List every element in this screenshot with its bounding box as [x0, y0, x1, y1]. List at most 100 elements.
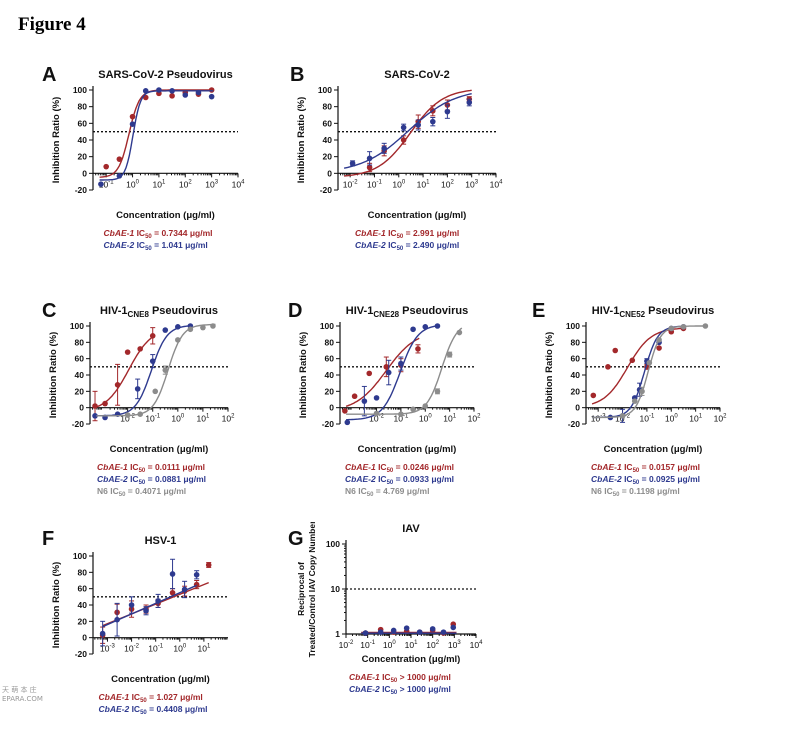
y-tick-label: 60	[78, 584, 88, 594]
data-point	[114, 616, 120, 623]
x-tick-exponent: 0	[392, 640, 396, 646]
series-name: CbAE-2	[355, 240, 386, 250]
panel-g: G IAV 1 10 100 10-2 10-1 100 101 102 103 104 Concen…	[286, 520, 548, 732]
figure-title: Figure 4	[18, 14, 86, 35]
x-tick-exponent: 0	[402, 179, 406, 185]
panel-letter: B	[290, 64, 305, 86]
data-point	[149, 333, 156, 339]
data-point	[390, 627, 397, 634]
x-tick-exponent: -1	[370, 640, 376, 646]
data-point	[169, 571, 176, 577]
x-tick-label: 10-1	[145, 414, 160, 424]
x-tick-base: 10	[153, 179, 163, 189]
ic50-subscript: 50	[633, 480, 640, 486]
data-point	[619, 413, 626, 419]
ic50-value: 0.0246 μg/ml	[403, 462, 454, 472]
ic50-equals: =	[152, 228, 162, 238]
ic50-label: IC	[622, 462, 633, 472]
panel-b: B SARS-CoV-2 -20 0 20 40 60 80 100 10-2 10-1 100 10…	[286, 58, 548, 286]
ic50-subscript: 50	[613, 492, 620, 498]
data-point	[639, 388, 645, 395]
y-tick-label: 80	[571, 337, 581, 347]
x-axis-label: Concentration (μg/ml)	[368, 210, 467, 221]
panel-c: C HIV-1CNE8 Pseudovirus -20 0 20 40 60 80 100 10…	[38, 292, 300, 507]
x-tick-exponent: -1	[108, 179, 114, 185]
x-tick-base: 10	[222, 414, 232, 424]
data-point	[429, 626, 436, 632]
chart-title-sub: CNE28	[373, 310, 399, 319]
data-point	[116, 173, 123, 179]
x-tick-base: 10	[339, 640, 349, 650]
x-tick-label: 102	[468, 414, 481, 424]
y-tick-label: -20	[75, 185, 88, 195]
x-tick-exponent: 2	[188, 179, 192, 185]
x-tick-exponent: 4	[499, 179, 503, 185]
ic50-legend-entry: CbAE-2 IC50 = 2.490 μg/ml	[355, 240, 459, 252]
x-tick-label: 10-2	[615, 414, 630, 424]
x-tick-exponent: -1	[649, 414, 655, 420]
ic50-legend-entry: CbAE-1 IC50 = 0.0157 μg/ml	[591, 462, 700, 474]
x-tick-exponent: 4	[479, 640, 483, 646]
x-tick-label: 100	[383, 640, 396, 650]
ic50-value: 0.0925 μg/ml	[649, 474, 700, 484]
ic50-label: IC	[356, 486, 367, 496]
x-tick-label: 10-1	[640, 414, 655, 424]
data-point	[430, 118, 436, 125]
watermark-line: EPARA.COM	[2, 695, 43, 703]
data-point	[116, 156, 123, 162]
x-tick-base: 10	[591, 414, 601, 424]
y-tick-label: 0	[329, 403, 334, 413]
ic50-legend-entry: CbAE-2 IC50 = 1.041 μg/ml	[104, 240, 208, 252]
panel-letter: G	[288, 528, 304, 550]
x-tick-exponent: -3	[110, 644, 116, 650]
x-tick-label: 100	[171, 414, 184, 424]
y-tick-label: 60	[325, 354, 335, 364]
ic50-value: 4.769 μg/ml	[383, 486, 429, 496]
y-tick-label: 60	[75, 354, 85, 364]
x-tick-base: 10	[126, 179, 136, 189]
data-point	[169, 88, 175, 94]
ic50-legend-entry: CbAE-2 IC50 = 0.4408 μg/ml	[99, 704, 208, 716]
x-tick-exponent: -2	[134, 644, 140, 650]
x-tick-base: 10	[367, 179, 377, 189]
data-point	[342, 408, 348, 414]
y-tick-label: 40	[78, 600, 88, 610]
data-point	[410, 326, 416, 333]
data-point	[605, 364, 611, 370]
y-axis-label: Inhibition Ratio (%)	[544, 332, 555, 419]
panel-letter: E	[532, 300, 546, 322]
data-point	[377, 629, 384, 635]
data-point	[99, 630, 106, 637]
x-tick-label: 101	[153, 179, 166, 189]
x-tick-base: 10	[100, 644, 110, 654]
y-tick-label: 80	[325, 337, 335, 347]
ic50-subscript: 50	[391, 690, 398, 696]
data-point	[208, 93, 215, 100]
ic50-label: IC	[622, 474, 633, 484]
x-tick-exponent: -1	[158, 644, 164, 650]
y-tick-label: 80	[78, 102, 88, 112]
ic50-equals: =	[145, 462, 155, 472]
x-tick-exponent: -1	[155, 414, 161, 420]
data-point	[366, 155, 373, 162]
ic50-label: IC	[128, 474, 139, 484]
x-tick-exponent: 3	[475, 179, 479, 185]
ic50-equals: =	[147, 704, 157, 714]
ic50-subscript: 50	[139, 468, 146, 474]
data-point	[200, 324, 206, 331]
y-tick-label: 0	[82, 633, 87, 643]
x-tick-base: 10	[124, 644, 134, 654]
x-tick-label: 10-1	[360, 640, 375, 650]
ic50-label: IC	[380, 684, 391, 694]
panel-letter: D	[288, 300, 303, 322]
x-axis-label: Concentration (μg/ml)	[358, 444, 457, 455]
data-point	[361, 398, 368, 404]
chart-title-main: HIV-1	[346, 305, 374, 317]
x-tick-label: 101	[417, 179, 430, 189]
x-tick-base: 10	[205, 179, 215, 189]
ic50-equals: =	[403, 240, 413, 250]
x-tick-exponent: 2	[723, 414, 727, 420]
y-tick-label: 100	[318, 85, 332, 95]
series-name: N6	[591, 486, 602, 496]
y-axis-label: Inhibition Ratio (%)	[51, 562, 62, 649]
